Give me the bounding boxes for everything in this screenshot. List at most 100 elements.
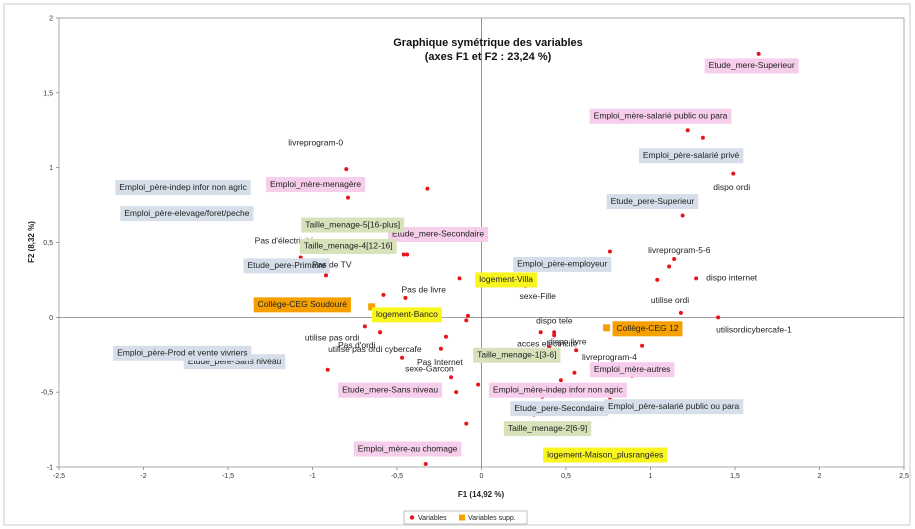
legend-marker-supp [459,514,465,521]
y-tick-label: 2 [49,16,53,23]
point-label-emploi-p-re-salari-priv: Emploi_père-salarié privé [643,150,740,160]
point-label-utilise-pas-ordi-cybercafe: utilise pas ordi cybercafe [328,344,422,354]
labels-layer: Etude_mere-Superieur Emploi_mère-salarié … [113,58,799,463]
point-label-etude-pere-sans-niveau: Etude_pere-Sans niveau [188,356,282,366]
variable-point [381,292,386,297]
x-tick-label: -1,5 [222,473,234,480]
point-label-utilise-pas-ordi: utilise pas ordi [305,333,359,343]
point-label-box [606,194,699,210]
point-label-utilise-ordi: utilise ordi [651,295,689,305]
point-label-emploi-p-re-elevage-foret-peche: Emploi_père-elevage/foret/peche [124,208,249,218]
variable-point [694,276,699,281]
point-label-livreprogram-5-6: livreprogram-5-6 [648,245,711,255]
point-label-emploi-m-re-indep-infor-non-agric: Emploi_mère-indep infor non agric [493,384,624,394]
point-label-box [338,382,443,398]
variable-point [538,330,543,335]
point-label-dispo-livre: dispo livre [548,337,587,347]
point-label-dispo-ordi: dispo ordi [713,182,750,192]
variable-point [678,310,683,315]
x-tick-label: 2,5 [899,473,909,480]
variable-point [400,355,405,360]
variable-point [680,213,685,218]
variable-point [362,324,367,329]
x-tick-label: -0,5 [391,473,403,480]
variable-point [552,330,557,335]
x-tick-label: 0 [480,473,484,480]
x-tick-label: -1 [309,473,315,480]
variable-point [607,249,612,254]
x-tick-label: 2 [818,473,822,480]
variable-point [476,382,481,387]
variable-point [572,370,577,375]
variable-point [716,315,721,320]
point-label-box [510,401,609,417]
variable-point [667,264,672,269]
x-tick-label: 0,5 [561,473,571,480]
point-label-emploi-p-re-employeur: Emploi_père-employeur [517,259,607,269]
y-tick-label: 1,5 [43,90,53,97]
point-label-emploi-p-re-salari-public-ou-para: Emploi_père-salarié public ou para [608,401,740,411]
point-label-logement-villa: logement-Villa [479,274,533,284]
point-label-box [543,447,668,463]
variable-point [464,318,469,323]
variable-point [655,277,660,282]
point-label-box [387,226,489,242]
point-label-box [603,399,744,415]
point-label-box [704,58,799,74]
point-label-box [353,441,462,457]
point-label-box [243,258,330,274]
point-label-etude-pere-superieur: Etude_pere-Superieur [611,196,695,206]
point-label-emploi-p-re-indep-infor-non-agric: Emploi_père-indep infor non agric [119,182,247,192]
point-label-taille-menage-4-12-16: Taille_menage-4[12-16] [304,241,393,251]
point-label-etude-mere-secondaire: Etude_mere-Secondaire [392,229,484,239]
variable-point [444,334,449,339]
point-label-livreprogram-0: livreprogram-0 [288,137,343,147]
point-label-etude-mere-sans-niveau: Etude_mere-Sans niveau [342,384,438,394]
point-label-sexe-fille: sexe-Fille [519,291,556,301]
x-tick-label: 1,5 [730,473,740,480]
point-label-etude-mere-superieur: Etude_mere-Superieur [709,60,795,70]
point-label-pas-de-livre: Pas de livre [402,285,447,295]
point-label-box [488,382,627,398]
variable-point [464,421,469,426]
variable-point [700,135,705,140]
y-tick-label: 0 [49,315,53,322]
point-label-box [265,177,366,193]
variable-point [325,367,330,372]
point-label-emploi-m-re-salari-public-ou-para: Emploi_mère-salarié public ou para [594,111,728,121]
chart-frame [3,3,911,526]
legend-box [403,510,528,525]
variable-point [672,256,677,261]
variable-point [344,167,349,172]
point-label-etude-pere-primaire: Etude_pere-Primaire [247,260,326,270]
point-label-box [589,108,732,124]
point-label-taille-menage-1-3-6: Taille_menage-1[3-6] [477,350,556,360]
variable-point [401,252,406,257]
variable-point [454,390,459,395]
variable-point [756,51,761,56]
point-label-pas-d-lectricit: Pas d'électricité [255,236,315,246]
variable-point [574,348,579,353]
point-label-taille-menage-5-16-plus: Taille_menage-5[16-plus] [305,219,400,229]
variable-point [731,171,736,176]
point-label-box [113,345,252,361]
supp-variable-point [368,303,376,311]
point-label-emploi-m-re-autres: Emploi_mère-autres [594,364,671,374]
variable-point [640,343,645,348]
point-label-pas-internet: Pas Internet [417,357,463,367]
point-label-box [120,206,254,222]
point-label-box [513,256,612,272]
variable-point [465,313,470,318]
x-tick-label: 1 [649,473,653,480]
axes-layer: -2,5 -2 -1,5 -1 -0,5 0 0,5 1 1,5 2 2,5 -1 -0,5 0 0,5 1 1… [41,16,909,481]
variable-point [438,346,443,351]
y-axis-title: F2 (8,32 %) [27,221,36,263]
supp-variable-point [603,324,611,332]
legend-label-supp: Variables supp. [468,515,516,522]
point-label-taille-menage-2-6-9: Taille_menage-2[6-9] [508,423,587,433]
point-label-box [299,238,397,254]
point-label-logement-maison-plusrang-es: logement-Maison_plusrangées [547,449,663,459]
point-label-coll-ge-ceg-12: Collège-CEG 12 [617,323,679,333]
variable-point [403,295,408,300]
